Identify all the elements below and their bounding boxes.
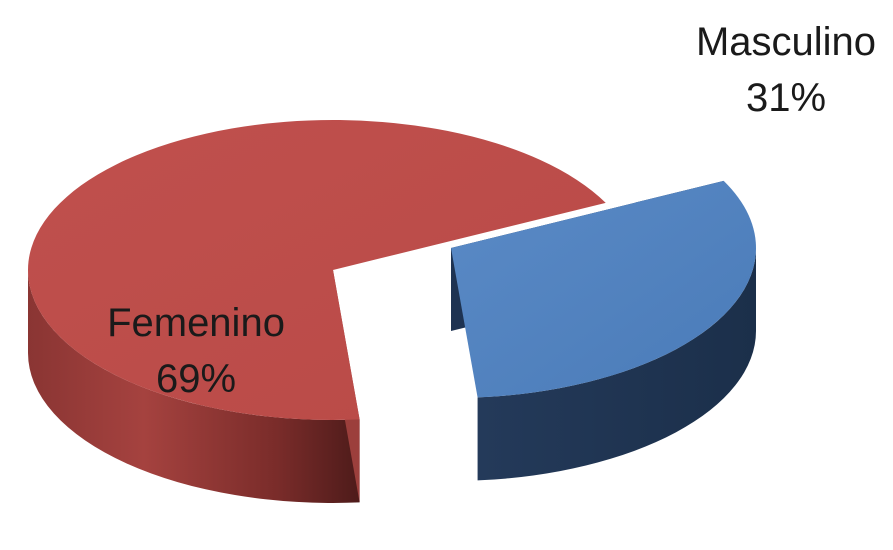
slice-femenino — [28, 120, 606, 421]
data-label-masculino: Masculino 31% — [696, 20, 876, 120]
data-label-femenino-category: Femenino — [107, 301, 285, 345]
slice-masculino-side — [477, 248, 756, 481]
data-label-femenino: Femenino 69% — [107, 301, 285, 401]
data-label-femenino-value: 69% — [156, 357, 236, 401]
data-label-masculino-category: Masculino — [696, 20, 876, 64]
slice-masculino — [451, 180, 756, 398]
data-label-masculino-value: 31% — [746, 76, 826, 120]
slice-femenino-side — [28, 270, 360, 503]
